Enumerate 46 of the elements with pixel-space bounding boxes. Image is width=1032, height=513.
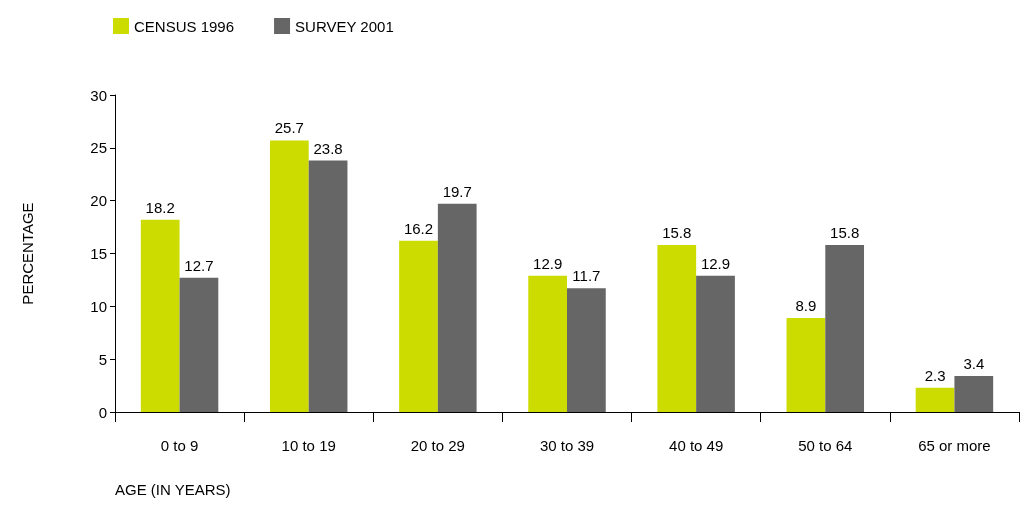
- data-label: 12.9: [700, 254, 731, 272]
- bar: [528, 275, 567, 412]
- data-label: 16.2: [403, 219, 434, 237]
- data-label: 23.8: [313, 139, 343, 157]
- data-label: 2.3: [924, 366, 946, 384]
- legend-label: CENSUS 1996: [134, 17, 235, 35]
- y-tick-label: 0: [98, 403, 107, 421]
- bar: [567, 288, 606, 412]
- x-tick-label: 65 or more: [918, 437, 991, 454]
- data-label: 11.7: [572, 267, 601, 285]
- bar: [954, 376, 994, 412]
- bar: [915, 387, 955, 412]
- y-tick-label: 15: [90, 245, 107, 262]
- bar: [399, 240, 438, 412]
- y-tick-label: 30: [90, 86, 107, 104]
- bar: [657, 245, 697, 412]
- y-axis-title: PERCENTAGE: [19, 202, 36, 305]
- x-tick-label: 40 to 49: [669, 437, 724, 454]
- data-label: 18.2: [145, 198, 175, 216]
- legend-label: SURVEY 2001: [295, 17, 394, 35]
- data-label: 3.4: [963, 355, 985, 373]
- data-label: 19.7: [442, 182, 472, 200]
- bar: [786, 317, 826, 412]
- bar: [179, 277, 219, 412]
- data-label: 12.7: [184, 256, 214, 274]
- data-label: 8.9: [795, 296, 817, 314]
- x-tick-label: 0 to 9: [160, 437, 199, 454]
- x-tick-label: 20 to 29: [410, 437, 465, 454]
- x-tick-label: 50 to 64: [798, 437, 853, 454]
- y-tick-label: 25: [90, 139, 107, 157]
- x-tick-label: 30 to 39: [539, 437, 595, 454]
- y-tick-label: 20: [90, 192, 107, 210]
- x-axis-title: AGE (IN YEARS): [115, 481, 231, 498]
- bar: [308, 160, 348, 412]
- bar: [437, 203, 477, 412]
- data-label: 12.9: [533, 254, 563, 272]
- y-tick-label: 10: [90, 297, 107, 315]
- x-tick-label: 10 to 19: [281, 437, 336, 454]
- y-tick-label: 5: [98, 350, 107, 368]
- data-label: 25.7: [274, 119, 304, 137]
- bar: [269, 140, 309, 412]
- data-label: 15.8: [830, 224, 860, 242]
- bar: [696, 275, 735, 412]
- data-label: 15.8: [662, 224, 692, 242]
- bar: [140, 219, 180, 412]
- bar: [825, 245, 865, 412]
